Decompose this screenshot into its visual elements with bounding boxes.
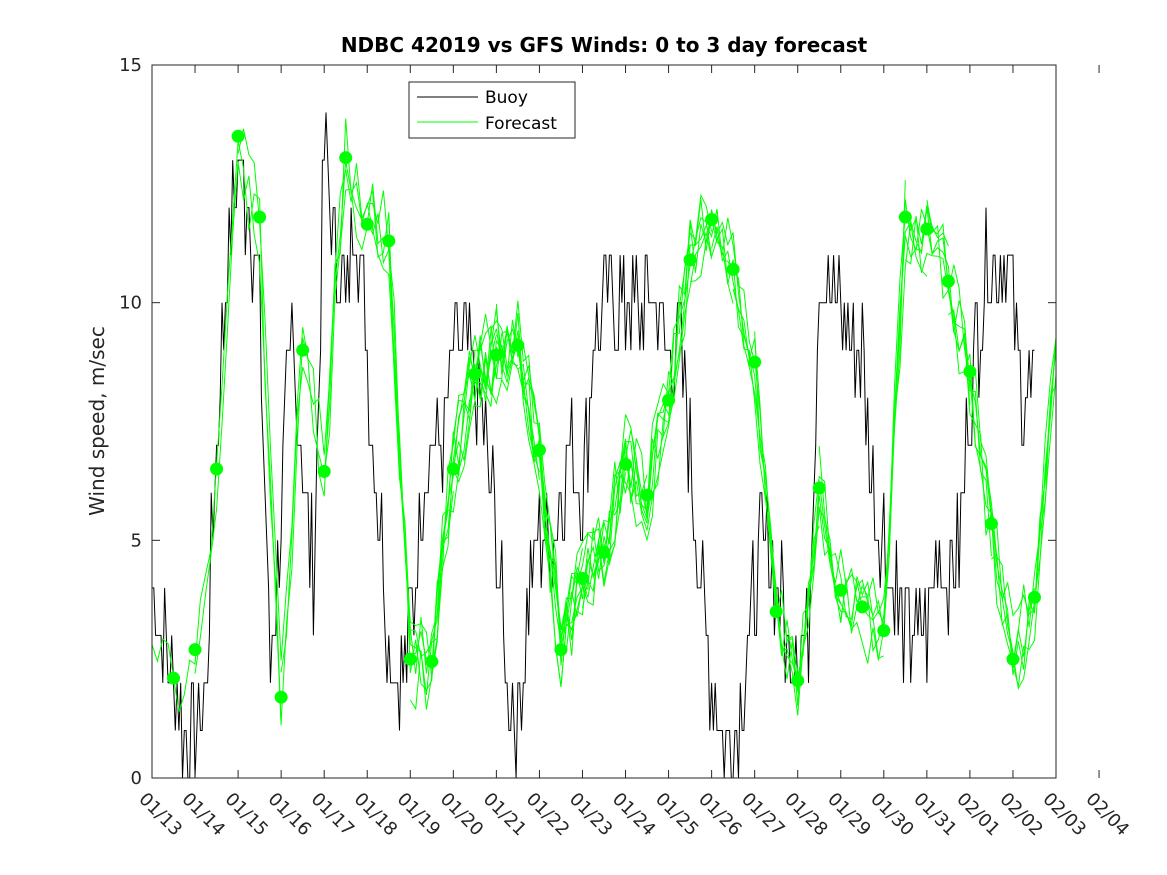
x-tick-label: 01/31 <box>909 789 961 841</box>
x-tick-label: 01/15 <box>221 789 273 841</box>
forecast-point <box>920 222 934 236</box>
forecast-point <box>210 462 224 476</box>
forecast-run-line <box>388 214 519 691</box>
x-tick-label: 01/20 <box>436 789 488 841</box>
chart-title: NDBC 42019 vs GFS Winds: 0 to 3 day fore… <box>341 33 868 57</box>
forecast-run-line <box>194 161 368 724</box>
x-tick-label: 01/27 <box>737 789 789 841</box>
forecast-run-line <box>603 216 734 566</box>
forecast-point <box>984 517 998 531</box>
forecast-run-line <box>818 205 949 614</box>
forecast-run-line <box>237 128 454 661</box>
y-tick-label: 15 <box>119 55 142 76</box>
y-tick-label: 0 <box>131 768 142 789</box>
forecast-run-line <box>1012 337 1057 668</box>
x-tick-label: 01/14 <box>178 789 230 841</box>
x-tick-label: 02/02 <box>995 789 1047 841</box>
forecast-point <box>683 253 697 267</box>
x-tick-label: 01/25 <box>651 789 703 841</box>
forecast-point <box>511 338 525 352</box>
forecast-point <box>941 274 955 288</box>
buoy-line <box>152 112 1035 779</box>
x-tick-label: 01/24 <box>608 789 660 841</box>
forecast-point <box>791 674 805 688</box>
forecast-point <box>748 355 762 369</box>
legend-box <box>408 81 576 139</box>
x-tick-label: 02/04 <box>1082 789 1134 841</box>
x-tick-label: 01/19 <box>393 789 445 841</box>
forecast-point <box>554 643 568 657</box>
forecast-run-line <box>1034 338 1057 612</box>
x-tick-label: 01/23 <box>565 789 617 841</box>
x-tick-label: 01/16 <box>264 789 316 841</box>
forecast-point <box>726 262 740 276</box>
forecast-point <box>705 212 719 226</box>
forecast-point <box>167 671 181 685</box>
forecast-point <box>274 690 288 704</box>
legend-buoy-label: Buoy <box>485 88 528 108</box>
forecast-point <box>253 210 267 224</box>
x-tick-label: 01/21 <box>479 789 531 841</box>
forecast-run-line <box>646 209 777 596</box>
forecast-point <box>855 600 869 614</box>
forecast-point <box>446 462 460 476</box>
y-axis: 0 5 10 15 <box>119 55 1056 789</box>
forecast-point <box>1027 590 1041 604</box>
forecast-point <box>296 343 310 357</box>
forecast-run-line <box>797 222 928 678</box>
forecast-point <box>231 129 245 143</box>
forecast-point <box>898 210 912 224</box>
forecast-point <box>834 583 848 597</box>
y-tick-label: 10 <box>119 293 142 314</box>
x-tick-label: 01/13 <box>134 789 186 841</box>
x-tick-label: 01/26 <box>694 789 746 841</box>
x-tick-label: 01/29 <box>823 789 875 841</box>
y-axis-label: Wind speed, m/sec <box>85 326 109 516</box>
forecast-point <box>769 605 783 619</box>
forecast-run-line <box>474 330 605 687</box>
forecast-run-line <box>495 300 626 639</box>
forecast-point <box>468 367 482 381</box>
forecast-point <box>575 571 589 585</box>
forecast-point <box>662 393 676 407</box>
buoy-series <box>152 112 1035 779</box>
forecast-point <box>619 457 633 471</box>
forecast-point <box>532 443 546 457</box>
axes-box <box>151 64 1057 779</box>
x-tick-label: 01/22 <box>522 789 574 841</box>
forecast-point <box>1006 652 1020 666</box>
plot-area <box>152 65 1056 778</box>
forecast-run-line <box>991 339 1057 687</box>
x-tick-label: 01/30 <box>866 789 918 841</box>
x-tick-label: 01/18 <box>350 789 402 841</box>
x-tick-label: 02/01 <box>952 789 1004 841</box>
y-tick-label: 5 <box>131 530 142 551</box>
forecast-points <box>167 129 1041 704</box>
forecast-point <box>640 488 654 502</box>
forecast-point <box>963 365 977 379</box>
forecast-point <box>317 464 331 478</box>
forecast-run-line <box>582 231 713 609</box>
forecast-run-line <box>948 309 1057 676</box>
x-tick-label: 01/17 <box>307 789 359 841</box>
forecast-point <box>339 151 353 165</box>
forecast-point <box>403 652 417 666</box>
forecast-point <box>425 655 439 669</box>
legend: Buoy Forecast <box>408 81 576 139</box>
forecast-point <box>360 217 374 231</box>
forecast-point <box>812 481 826 495</box>
x-tick-label: 01/28 <box>780 789 832 841</box>
forecast-point <box>877 624 891 638</box>
forecast-point <box>188 643 202 657</box>
legend-forecast-label: Forecast <box>485 114 557 134</box>
forecast-point <box>489 348 503 362</box>
x-tick-label: 02/03 <box>1038 789 1090 841</box>
forecast-point <box>597 545 611 559</box>
forecast-point <box>382 234 396 248</box>
